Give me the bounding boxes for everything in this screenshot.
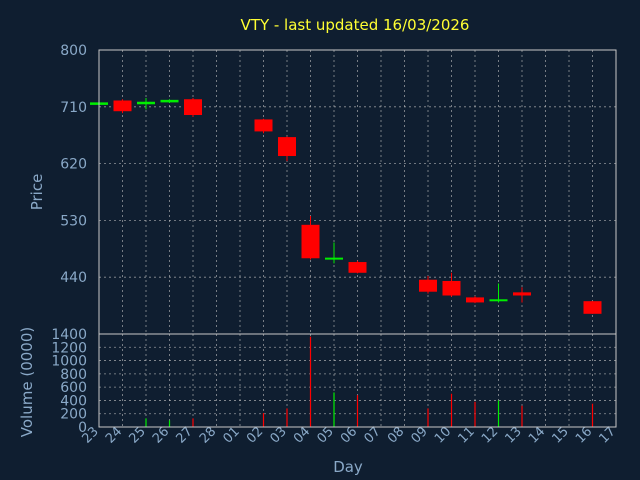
x-tick-label: 08 (385, 424, 407, 446)
volume-tick-label: 1400 (51, 327, 87, 343)
chart-title: VTY - last updated 16/03/2026 (241, 16, 470, 34)
price-tick-label: 710 (60, 100, 87, 116)
candle-body (513, 292, 531, 296)
x-tick-label: 25 (127, 424, 149, 446)
candle-body (419, 279, 437, 292)
x-tick-label: 12 (479, 424, 501, 446)
volume-axis-label: Volume (0000) (18, 327, 36, 437)
volume-tick-label: 0 (78, 420, 87, 436)
candle-body (254, 119, 273, 132)
x-tick-label: 14 (526, 424, 548, 446)
x-axis-label: Day (333, 458, 363, 476)
volume-tick-label: 1200 (51, 340, 87, 356)
volume-tick-label: 1000 (51, 354, 87, 370)
x-tick-label: 09 (409, 424, 431, 446)
candle-body (160, 99, 179, 103)
x-tick-label: 15 (550, 424, 572, 446)
volume-tick-label: 400 (60, 393, 87, 409)
x-tick-label: 17 (597, 424, 619, 446)
candle-body (184, 99, 202, 116)
x-tick-label: 13 (503, 424, 525, 446)
volume-panel-frame (98, 333, 617, 428)
price-tick-label: 800 (60, 43, 87, 59)
candle-body (301, 224, 320, 259)
x-tick-label: 05 (315, 424, 337, 446)
price-tick-label: 530 (60, 213, 87, 229)
candle-body (466, 297, 484, 303)
candle-body (442, 280, 461, 296)
x-tick-label: 06 (338, 424, 360, 446)
candle-body (489, 299, 508, 302)
x-tick-label: 07 (362, 424, 384, 446)
x-tick-label: 24 (103, 424, 125, 446)
volume-tick-label: 600 (60, 380, 87, 396)
x-tick-label: 28 (197, 424, 219, 446)
x-tick-label: 04 (291, 424, 313, 446)
x-tick-label: 16 (573, 424, 595, 446)
x-tick-label: 03 (268, 424, 290, 446)
volume-tick-label: 800 (60, 367, 87, 383)
price-axis-label: Price (28, 174, 46, 211)
x-tick-label: 02 (244, 424, 266, 446)
volume-tick-label: 200 (60, 407, 87, 423)
candle-body (325, 257, 343, 260)
x-tick-label: 01 (221, 424, 243, 446)
x-tick-label: 27 (174, 424, 196, 446)
x-tick-label: 26 (150, 424, 172, 446)
candle-body (278, 137, 296, 157)
candle-body (583, 301, 602, 314)
candle-body (137, 101, 155, 105)
candle-body (348, 262, 367, 273)
x-tick-label: 10 (432, 424, 454, 446)
x-tick-label: 11 (456, 424, 478, 446)
candle-body (113, 100, 132, 112)
price-tick-label: 620 (60, 157, 87, 173)
price-tick-label: 440 (60, 270, 87, 286)
